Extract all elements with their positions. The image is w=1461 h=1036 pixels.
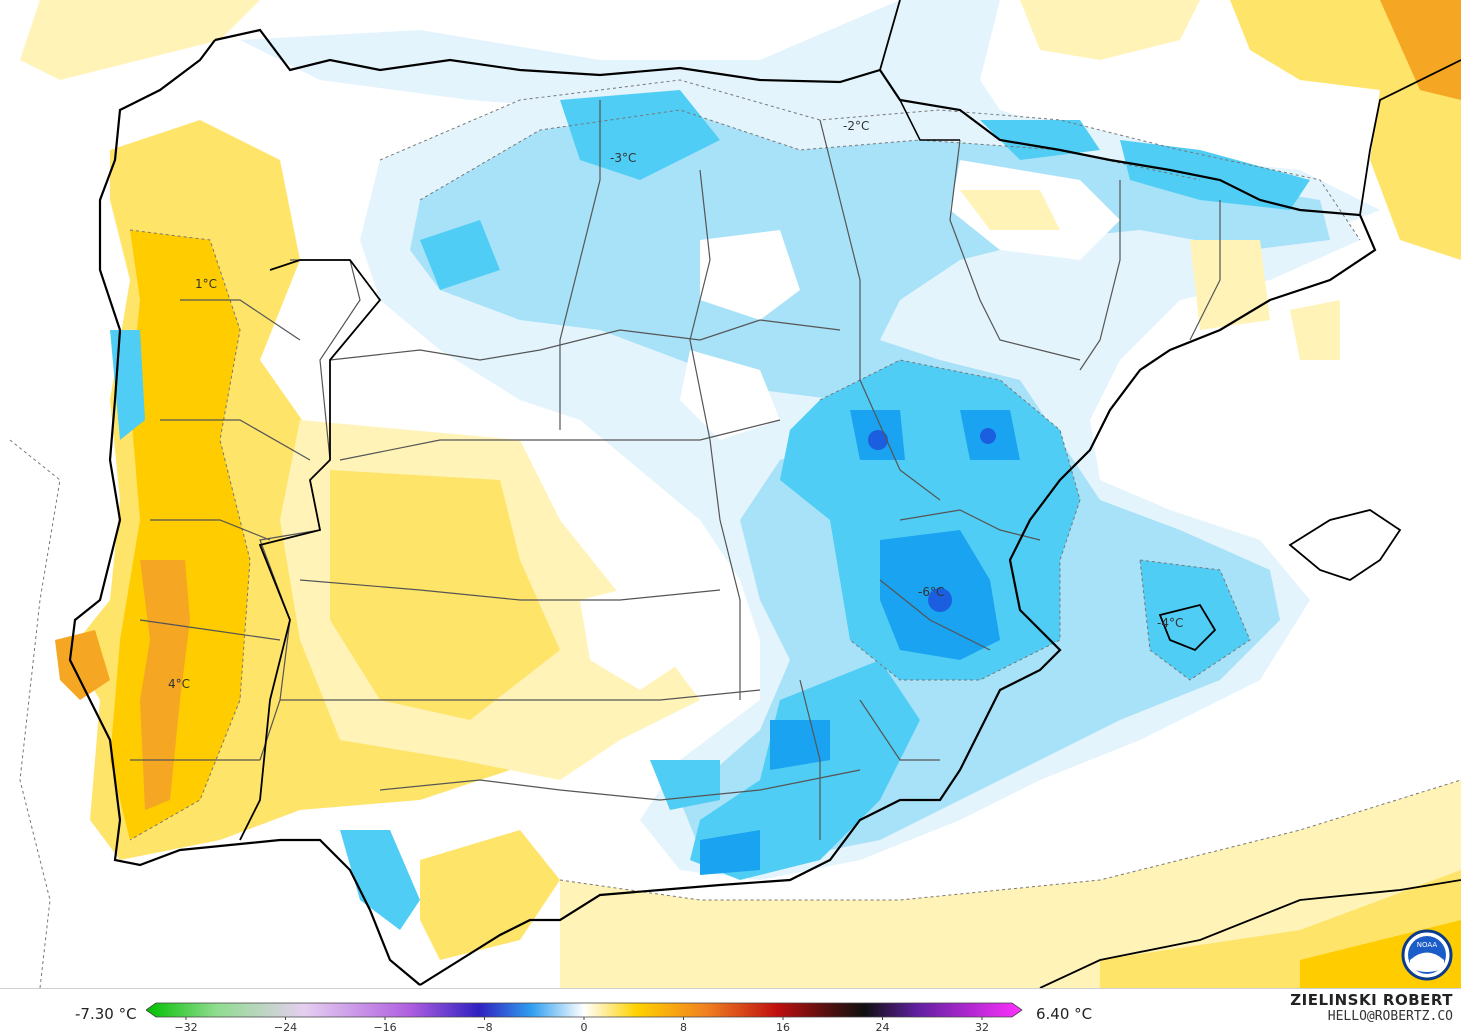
label-minus4: -4°C [1157, 616, 1183, 630]
label-minus6: -6°C [918, 585, 944, 599]
colorbar-gradient [146, 1002, 1023, 1018]
colorbar-tick-label: 32 [975, 1021, 989, 1033]
legend-footer: -7.30 °C −32 −24 −16 −8 0 8 16 24 32 6.40 [0, 988, 1461, 1036]
legend-max-label: 6.40 °C [1036, 1005, 1093, 1023]
author-name: ZIELINSKI ROBERT [1290, 991, 1453, 1009]
label-minus2: -2°C [843, 119, 869, 133]
coastline [68, 0, 1461, 988]
colorbar-ticks: −32 −24 −16 −8 0 8 16 24 32 [174, 1017, 989, 1033]
temperature-anomaly-map: -3°C -2°C 1°C -6°C -4°C 4°C NOAA [9, 0, 1461, 988]
legend-min-label: -7.30 °C [75, 1005, 137, 1023]
noaa-logo: NOAA [1401, 929, 1453, 981]
colorbar-tick-label: −32 [174, 1021, 197, 1033]
label-plus1: 1°C [195, 277, 217, 291]
region-boundaries [130, 100, 1221, 840]
colorbar-tick-label: 24 [876, 1021, 890, 1033]
colorbar-tick-label: 16 [776, 1021, 790, 1033]
colorbar-tick-label: 0 [581, 1021, 588, 1033]
label-plus4: 4°C [168, 677, 190, 691]
colorbar-tick-label: 8 [680, 1021, 687, 1033]
colorbar-tick-label: −16 [373, 1021, 396, 1033]
temperature-labels: -3°C -2°C 1°C -6°C -4°C 4°C [168, 119, 1183, 691]
colorbar-tick-label: −8 [476, 1021, 492, 1033]
author-email: HELLO@ROBERTZ.CO [1327, 1009, 1453, 1024]
author-credit: ZIELINSKI ROBERT HELLO@ROBERTZ.CO [1290, 991, 1453, 1024]
label-minus3: -3°C [610, 151, 636, 165]
colorbar-tick-label: −24 [274, 1021, 297, 1033]
noaa-logo-text: NOAA [1417, 941, 1438, 949]
colorbar: −32 −24 −16 −8 0 8 16 24 32 [146, 1002, 1023, 1033]
anomaly-fill-layer [20, 0, 1461, 988]
